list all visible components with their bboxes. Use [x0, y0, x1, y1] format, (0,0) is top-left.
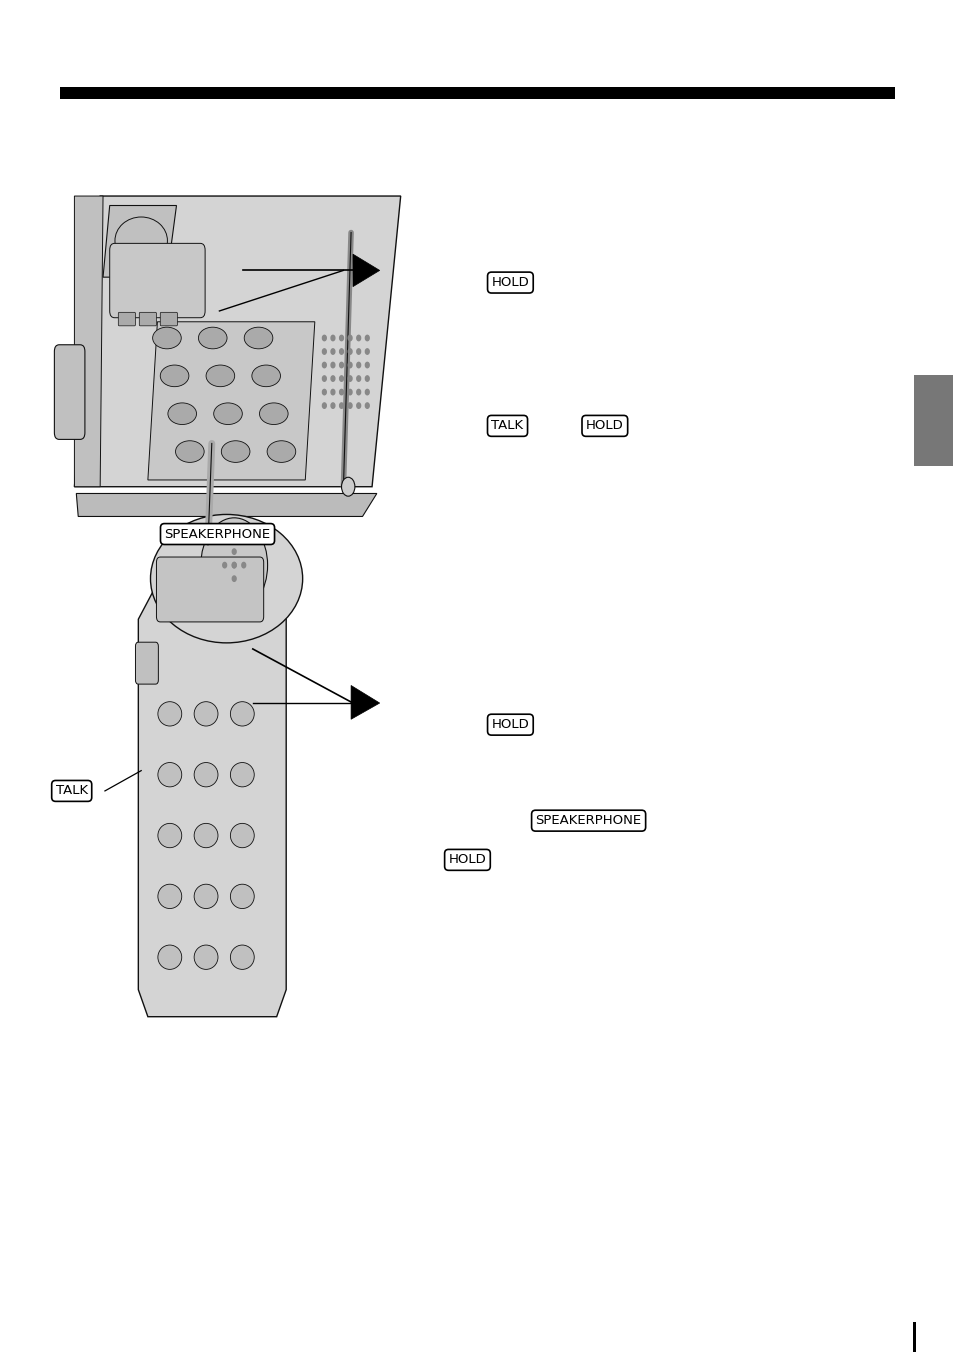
Text: HOLD: HOLD [585, 419, 623, 433]
Ellipse shape [160, 365, 189, 387]
Text: HOLD: HOLD [491, 718, 529, 731]
Circle shape [322, 403, 326, 408]
Circle shape [322, 376, 326, 381]
Ellipse shape [230, 945, 253, 969]
Ellipse shape [198, 327, 227, 349]
Ellipse shape [230, 823, 253, 848]
Ellipse shape [157, 884, 181, 909]
Ellipse shape [114, 218, 167, 265]
FancyBboxPatch shape [912, 1322, 915, 1352]
FancyBboxPatch shape [110, 243, 205, 318]
Circle shape [339, 389, 343, 395]
Text: HOLD: HOLD [448, 853, 486, 867]
FancyBboxPatch shape [913, 375, 953, 466]
Circle shape [331, 403, 335, 408]
Ellipse shape [341, 477, 355, 496]
Polygon shape [351, 685, 379, 719]
Circle shape [356, 403, 360, 408]
Circle shape [356, 389, 360, 395]
Circle shape [233, 549, 236, 554]
Ellipse shape [244, 327, 273, 349]
Circle shape [339, 376, 343, 381]
Circle shape [348, 376, 352, 381]
Circle shape [331, 349, 335, 354]
Ellipse shape [193, 823, 217, 848]
Text: TALK: TALK [55, 784, 88, 798]
Circle shape [233, 562, 236, 568]
Ellipse shape [259, 403, 288, 425]
Circle shape [348, 362, 352, 368]
Text: SPEAKERPHONE: SPEAKERPHONE [535, 814, 641, 827]
Circle shape [365, 376, 369, 381]
Polygon shape [76, 493, 376, 516]
FancyBboxPatch shape [160, 312, 177, 326]
Ellipse shape [193, 763, 217, 787]
Ellipse shape [230, 763, 253, 787]
Circle shape [365, 349, 369, 354]
Circle shape [365, 362, 369, 368]
Circle shape [339, 349, 343, 354]
Circle shape [356, 362, 360, 368]
Ellipse shape [213, 403, 242, 425]
Circle shape [348, 389, 352, 395]
Circle shape [322, 362, 326, 368]
FancyBboxPatch shape [135, 642, 158, 684]
Ellipse shape [267, 441, 295, 462]
Polygon shape [74, 196, 400, 487]
Circle shape [322, 389, 326, 395]
Circle shape [322, 335, 326, 341]
Text: SPEAKERPHONE: SPEAKERPHONE [164, 527, 271, 541]
Circle shape [339, 335, 343, 341]
Polygon shape [138, 592, 286, 1017]
FancyBboxPatch shape [156, 557, 263, 622]
Polygon shape [103, 206, 176, 277]
Circle shape [331, 335, 335, 341]
Ellipse shape [168, 403, 196, 425]
Circle shape [233, 562, 236, 568]
Circle shape [348, 403, 352, 408]
Ellipse shape [252, 365, 280, 387]
Ellipse shape [230, 702, 253, 726]
Circle shape [365, 403, 369, 408]
Circle shape [242, 562, 246, 568]
Text: TALK: TALK [491, 419, 523, 433]
Circle shape [365, 335, 369, 341]
Ellipse shape [157, 763, 181, 787]
Circle shape [348, 349, 352, 354]
FancyBboxPatch shape [54, 345, 85, 439]
Ellipse shape [193, 884, 217, 909]
Ellipse shape [157, 823, 181, 848]
Circle shape [233, 576, 236, 581]
Text: HOLD: HOLD [491, 276, 529, 289]
Circle shape [322, 349, 326, 354]
Polygon shape [74, 196, 103, 487]
Ellipse shape [193, 945, 217, 969]
Ellipse shape [175, 441, 204, 462]
Circle shape [331, 362, 335, 368]
Ellipse shape [157, 702, 181, 726]
Ellipse shape [230, 884, 253, 909]
Ellipse shape [157, 945, 181, 969]
Circle shape [356, 376, 360, 381]
Polygon shape [353, 254, 379, 287]
Ellipse shape [221, 441, 250, 462]
Circle shape [356, 335, 360, 341]
FancyBboxPatch shape [139, 312, 156, 326]
Circle shape [339, 403, 343, 408]
Circle shape [356, 349, 360, 354]
Ellipse shape [152, 327, 181, 349]
FancyBboxPatch shape [118, 312, 135, 326]
Circle shape [331, 389, 335, 395]
Ellipse shape [193, 702, 217, 726]
Circle shape [331, 376, 335, 381]
Circle shape [222, 562, 226, 568]
Circle shape [200, 518, 267, 612]
Circle shape [365, 389, 369, 395]
Ellipse shape [206, 365, 234, 387]
Ellipse shape [151, 514, 302, 644]
Circle shape [339, 362, 343, 368]
FancyBboxPatch shape [60, 87, 894, 99]
Circle shape [348, 335, 352, 341]
Polygon shape [148, 322, 314, 480]
